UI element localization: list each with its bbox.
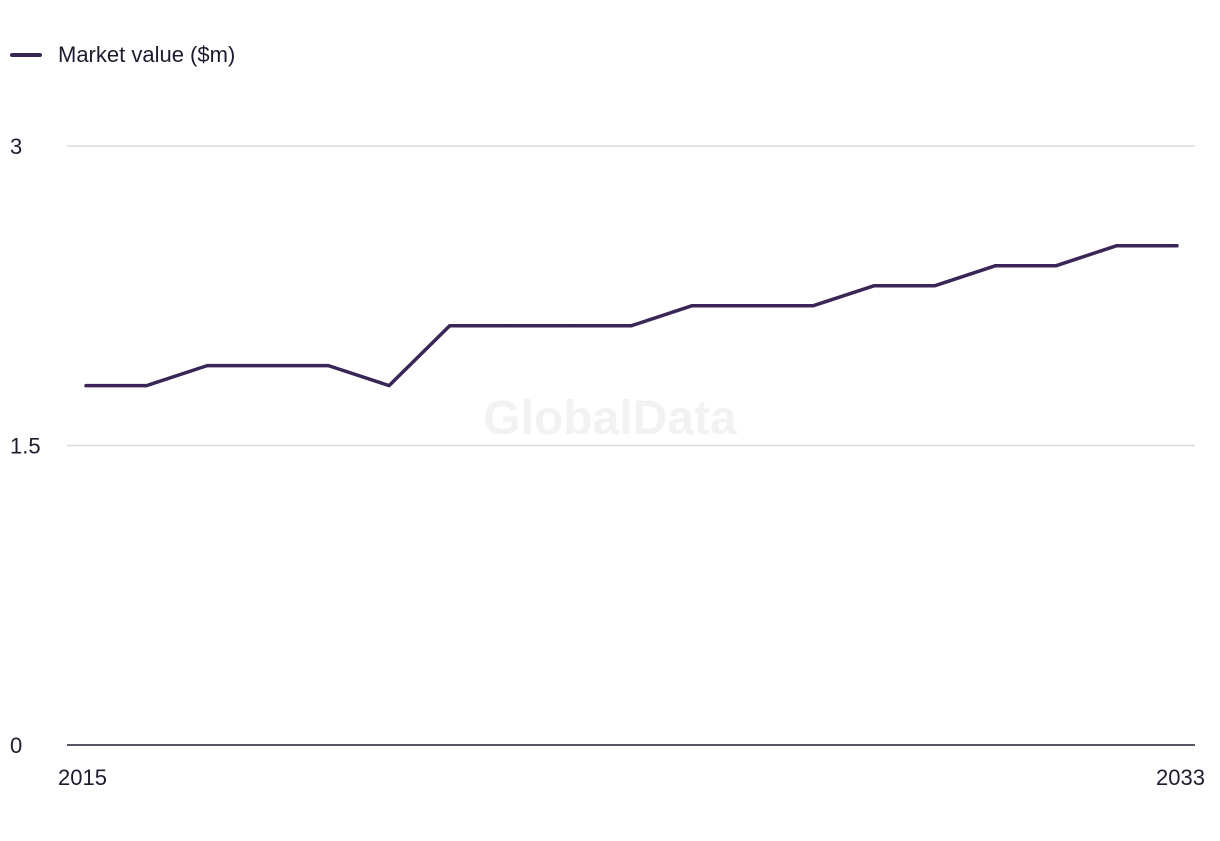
data-point xyxy=(933,284,937,288)
data-point xyxy=(751,304,755,308)
data-point xyxy=(1054,264,1058,268)
data-point xyxy=(84,384,88,388)
data-point xyxy=(145,384,149,388)
x-tick-label: 2033 xyxy=(1156,765,1205,790)
data-point xyxy=(811,304,815,308)
series-layer xyxy=(84,244,1179,388)
data-point xyxy=(508,324,512,328)
data-point xyxy=(630,324,633,328)
grid-layer xyxy=(67,145,1195,447)
data-point xyxy=(266,364,270,368)
x-tick-label: 2015 xyxy=(58,765,107,790)
data-point xyxy=(1114,244,1118,248)
y-tick-label: 1.5 xyxy=(10,434,41,459)
data-point xyxy=(205,364,209,368)
y-tick-label: 3 xyxy=(10,134,22,159)
series-line-0 xyxy=(84,244,1179,388)
data-point xyxy=(326,364,330,368)
label-layer: 0 1.5 3 2015 2033 xyxy=(10,134,1205,790)
data-point xyxy=(387,384,391,388)
data-point xyxy=(993,264,997,268)
watermark: GlobalData xyxy=(483,392,737,445)
legend: Market value ($m) xyxy=(10,44,235,66)
data-point xyxy=(569,324,573,328)
legend-label: Market value ($m) xyxy=(58,42,236,67)
legend-swatch xyxy=(10,53,42,57)
data-point xyxy=(448,324,452,328)
y-tick-label: 0 xyxy=(10,733,22,758)
data-point xyxy=(872,284,876,288)
data-point xyxy=(690,304,694,308)
data-point xyxy=(1175,244,1179,248)
